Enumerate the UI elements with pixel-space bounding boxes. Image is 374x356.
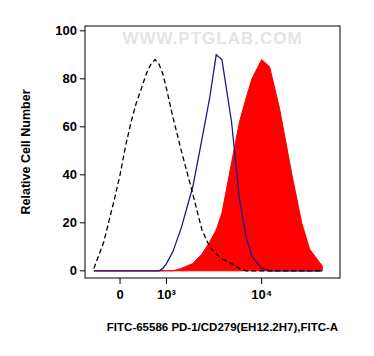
y-tick [80, 78, 85, 79]
y-tick [80, 174, 85, 175]
y-tick-label: 0 [70, 263, 77, 278]
plot-frame [85, 26, 340, 278]
y-tick-label: 100 [55, 23, 77, 38]
area [94, 60, 322, 271]
x-tick [166, 278, 167, 284]
line [94, 60, 322, 271]
plot-area [94, 55, 322, 271]
y-tick [80, 270, 85, 271]
y-tick [80, 30, 85, 31]
x-tick [261, 278, 262, 284]
watermark: WWW.PTGLAB.COM [122, 29, 302, 48]
y-tick-label: 20 [63, 215, 77, 230]
y-tick [80, 222, 85, 223]
x-tick-label: 10⁴ [251, 287, 272, 302]
chart: WWW.PTGLAB.COM 0 20 40 60 80 100 0 10³ 10⁴ FITC-65… [0, 0, 374, 356]
x-axis-label: FITC-65586 PD-1/CD279(EH12.2H7),FITC-A [107, 321, 338, 333]
y-tick [80, 126, 85, 127]
y-tick-label: 80 [63, 71, 77, 86]
x-tick-label: 10³ [157, 287, 176, 302]
y-axis-label: Relative Cell Number [19, 89, 33, 214]
y-tick-label: 60 [63, 119, 77, 134]
x-tick-label: 0 [116, 287, 123, 302]
line [94, 55, 322, 271]
x-tick [120, 278, 121, 284]
y-tick-label: 40 [63, 167, 77, 182]
